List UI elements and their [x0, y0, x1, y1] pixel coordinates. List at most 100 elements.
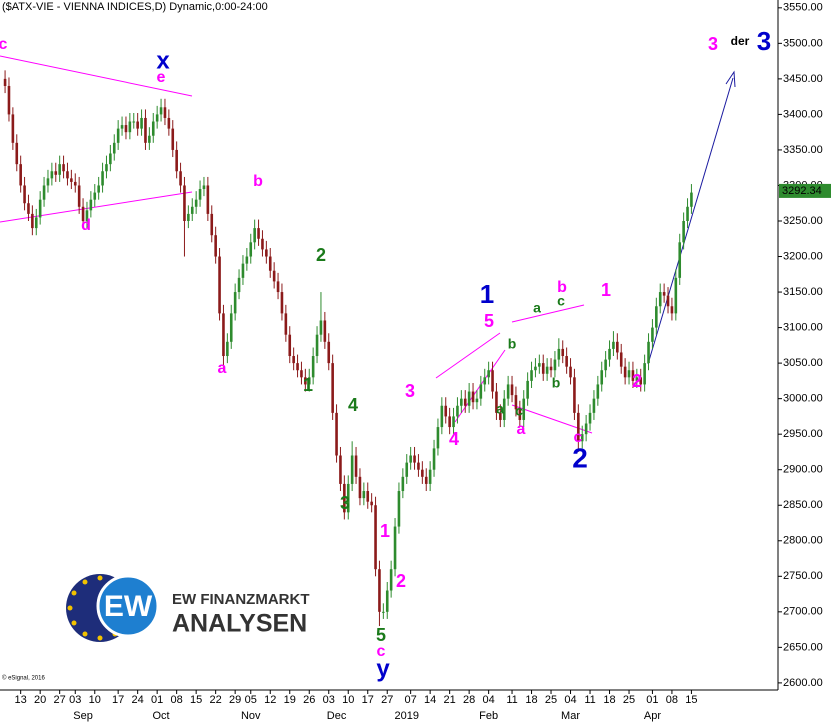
x-month-label: Feb [479, 710, 498, 722]
projection-arrow [647, 77, 734, 365]
candle-body [405, 462, 409, 477]
x-month-label: Oct [152, 710, 169, 722]
x-tick-label: 12 [264, 694, 276, 706]
candle-body [245, 256, 249, 264]
candle-body [604, 359, 607, 371]
candle-body [148, 135, 151, 143]
candle-body [159, 107, 163, 115]
x-tick-label: 20 [34, 694, 46, 706]
candle-body [647, 341, 650, 364]
candle-body [530, 370, 533, 381]
wave-label: 3 [405, 381, 415, 401]
x-tick-label: 01 [646, 694, 658, 706]
candle-body [577, 412, 580, 442]
y-tick-label: 3400.00 [783, 108, 823, 120]
wave-label: 2 [396, 571, 406, 591]
candle-body [686, 206, 689, 221]
candle-body [651, 327, 654, 342]
candle-body [534, 366, 537, 371]
candle-body [354, 455, 358, 477]
wave-label: c [574, 429, 583, 446]
candle-body [109, 153, 112, 165]
wave-label: 2 [572, 442, 588, 473]
candle-body [11, 114, 15, 143]
x-tick-label: 08 [171, 694, 183, 706]
wave-label: b [557, 279, 567, 296]
candle-body [331, 363, 334, 413]
candle-body [132, 121, 136, 123]
candle-body [378, 569, 381, 612]
wave-label: e [157, 69, 166, 86]
candle-body [140, 117, 143, 129]
candle-body [19, 164, 22, 186]
x-tick-label: 10 [89, 694, 101, 706]
wave-label: 1 [380, 521, 390, 541]
x-tick-label: 29 [229, 694, 241, 706]
candle-body [276, 281, 280, 293]
candle-body [619, 352, 623, 367]
candle-body [257, 228, 260, 239]
candle-body [144, 117, 147, 143]
candle-body [339, 455, 342, 484]
x-tick-label: 11 [506, 694, 517, 706]
candle-body [510, 384, 514, 396]
wave-label: 4 [449, 429, 459, 449]
candle-body [163, 107, 167, 118]
x-tick-label: 21 [444, 694, 456, 706]
wave-label: 3 [757, 26, 771, 56]
y-tick-label: 3350.00 [783, 144, 823, 156]
candle-body [674, 277, 678, 314]
candle-body [479, 384, 483, 399]
candle-body [73, 181, 77, 186]
candle-body [358, 476, 362, 499]
candle-body [452, 416, 455, 428]
wave-label: b [552, 375, 561, 391]
wave-label: a [517, 421, 526, 438]
wave-label: c [557, 293, 565, 309]
candle-body [261, 238, 264, 250]
candle-body [93, 192, 97, 200]
candle-body [561, 348, 565, 357]
wave-label: a [218, 360, 227, 377]
x-tick-label: 04 [483, 694, 495, 706]
candle-body [670, 306, 674, 314]
candle-body [374, 505, 377, 570]
candle-body [366, 491, 370, 502]
logo-badge [96, 574, 160, 638]
y-tick-label: 2800.00 [783, 535, 823, 547]
candle-body [249, 242, 253, 257]
candle-body [288, 334, 292, 357]
candle-body [471, 391, 475, 403]
candle-body [467, 391, 471, 406]
candle-body [272, 270, 276, 282]
candle-body [304, 377, 307, 385]
x-tick-label: 22 [210, 694, 222, 706]
candle-body [214, 235, 217, 257]
candle-body [506, 384, 510, 399]
wave-label: x [156, 47, 170, 74]
candle-body [627, 370, 631, 378]
y-tick-label: 2950.00 [783, 428, 823, 440]
candle-body [499, 412, 502, 420]
candle-body [389, 569, 393, 591]
x-tick-label: 10 [342, 694, 354, 706]
y-tick-label: 3500.00 [783, 37, 823, 49]
candle-body [444, 405, 448, 417]
x-tick-label: 28 [463, 694, 475, 706]
candle-body [553, 359, 557, 371]
wave-label: 2 [632, 371, 642, 391]
candle-body [424, 476, 428, 484]
y-tick-label: 2850.00 [783, 499, 823, 511]
candle-body [483, 377, 487, 385]
candle-body [580, 434, 584, 442]
wave-label: c [515, 403, 523, 419]
candle-body [311, 356, 315, 378]
candle-body [655, 306, 658, 328]
x-tick-label: 08 [666, 694, 678, 706]
candle-body [265, 249, 268, 257]
candle-body [97, 185, 100, 193]
wave-label: 1 [303, 375, 313, 395]
wave-label: 5 [484, 311, 494, 331]
candle-body [432, 448, 436, 470]
candle-body [401, 476, 405, 492]
